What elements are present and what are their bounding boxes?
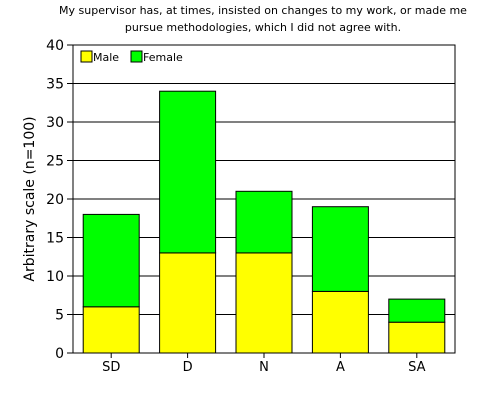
y-tick-label: 30 bbox=[46, 115, 64, 131]
y-axis-ticks: 0 5 10 15 20 25 30 35 40 bbox=[46, 38, 73, 362]
x-tick-label: SD bbox=[102, 360, 120, 375]
x-tick-label: SA bbox=[408, 360, 425, 375]
y-tick-label: 25 bbox=[46, 154, 64, 170]
x-tick-label: N bbox=[259, 360, 269, 375]
legend-label-male: Male bbox=[93, 51, 119, 64]
bars bbox=[82, 90, 446, 354]
x-axis-ticks: SD D N A SA bbox=[102, 353, 426, 375]
x-tick-label: D bbox=[183, 360, 193, 375]
bar-female-n bbox=[235, 190, 293, 254]
y-tick-label: 5 bbox=[55, 308, 64, 324]
bar-male-n bbox=[235, 252, 293, 354]
y-axis-label: Arbitrary scale (n=100) bbox=[22, 116, 38, 281]
bar-male-d bbox=[159, 252, 217, 354]
legend: Male Female bbox=[80, 50, 183, 64]
y-tick-label: 40 bbox=[46, 38, 64, 54]
plot-frame bbox=[72, 44, 456, 354]
chart-title-line-1: My supervisor has, at times, insisted on… bbox=[59, 4, 467, 17]
chart-title-line-2: pursue methodologies, which I did not ag… bbox=[125, 21, 401, 34]
x-tick-label: A bbox=[336, 360, 345, 375]
legend-swatch-male bbox=[80, 50, 93, 63]
bar-female-d bbox=[159, 90, 217, 254]
bar-female-a bbox=[311, 206, 369, 292]
y-tick-label: 15 bbox=[46, 231, 64, 247]
bar-female-sd bbox=[82, 213, 140, 308]
legend-label-female: Female bbox=[143, 51, 183, 64]
y-tick-label: 0 bbox=[55, 346, 64, 362]
y-tick-label: 10 bbox=[46, 269, 64, 285]
bar-male-sa bbox=[388, 321, 446, 354]
y-tick-label: 20 bbox=[46, 192, 64, 208]
y-tick-label: 35 bbox=[46, 77, 64, 93]
bar-female-sa bbox=[388, 298, 446, 323]
bar-male-a bbox=[311, 290, 369, 354]
bar-male-sd bbox=[82, 306, 140, 354]
legend-swatch-female bbox=[130, 50, 143, 63]
